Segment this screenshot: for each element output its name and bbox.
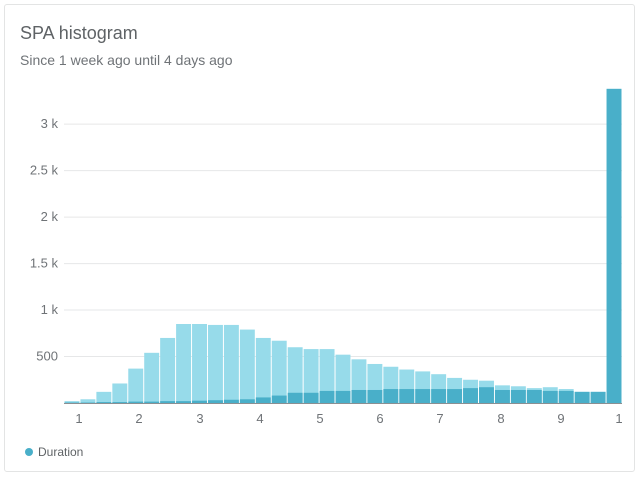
histogram-bar[interactable] — [223, 324, 239, 403]
histogram-bar[interactable] — [128, 368, 144, 403]
histogram-bar-highlight[interactable] — [303, 392, 319, 403]
histogram-bar-highlight[interactable] — [351, 389, 367, 403]
histogram-bar-highlight[interactable] — [335, 390, 351, 403]
y-tick-label: 2 k — [41, 209, 59, 224]
histogram-bar-highlight[interactable] — [367, 389, 383, 403]
histogram-bar-highlight[interactable] — [542, 390, 558, 403]
x-tick-label: 2 — [135, 411, 142, 426]
y-tick-label: 3 k — [41, 116, 59, 131]
histogram-bar-highlight[interactable] — [319, 390, 335, 403]
x-tick-label: 9 — [557, 411, 564, 426]
histogram-bar[interactable] — [319, 349, 335, 403]
legend-swatch-duration — [25, 448, 33, 456]
histogram-bar-highlight[interactable] — [128, 401, 144, 403]
chart-title: SPA histogram — [20, 23, 138, 43]
y-tick-label: 2.5 k — [30, 163, 59, 178]
x-tick-label: 3 — [196, 411, 203, 426]
y-tick-label: 500 — [36, 349, 58, 364]
histogram-bar[interactable] — [144, 352, 160, 403]
histogram-bar[interactable] — [192, 324, 207, 403]
x-tick-label: 8 — [497, 411, 504, 426]
histogram-chart: 500 1 k 1.5 k 2 k 2.5 k 3 k 1 2 3 4 5 6 7 8 9 1 — [30, 88, 623, 426]
histogram-bar-highlight[interactable] — [510, 389, 526, 403]
x-tick-label: 1 — [615, 411, 622, 426]
histogram-bar-highlight[interactable] — [287, 392, 303, 403]
y-tick-label: 1 k — [41, 302, 59, 317]
histogram-bar-highlight[interactable] — [96, 402, 112, 403]
legend-label-duration: Duration — [38, 445, 84, 459]
histogram-bar-highlight[interactable] — [207, 400, 223, 403]
histogram-bar-highlight[interactable] — [383, 389, 399, 403]
histogram-bar[interactable] — [160, 337, 176, 403]
histogram-bar[interactable] — [239, 329, 255, 403]
histogram-bar-highlight[interactable] — [558, 390, 574, 403]
histogram-bar[interactable] — [80, 399, 96, 403]
x-tick-label: 7 — [436, 411, 443, 426]
histogram-bar-highlight[interactable] — [255, 397, 271, 403]
x-tick-label: 6 — [376, 411, 383, 426]
histogram-bar-highlight[interactable] — [479, 387, 494, 403]
histogram-bar-highlight[interactable] — [526, 389, 542, 403]
histogram-bar-highlight[interactable] — [271, 395, 287, 403]
histogram-bar-highlight[interactable] — [192, 400, 207, 403]
histogram-bar-highlight[interactable] — [144, 401, 160, 403]
histogram-bar-highlight[interactable] — [160, 401, 176, 403]
histogram-bar[interactable] — [303, 349, 319, 403]
histogram-bar-highlight[interactable] — [431, 389, 447, 403]
histogram-bar-highlight[interactable] — [606, 88, 622, 403]
y-tick-label: 1.5 k — [30, 256, 59, 271]
histogram-bar[interactable] — [207, 324, 223, 403]
histogram-bar[interactable] — [176, 324, 192, 403]
histogram-bar-highlight[interactable] — [415, 389, 431, 403]
legend[interactable]: Duration — [25, 445, 83, 459]
x-tick-label: 4 — [256, 411, 263, 426]
x-tick-label: 5 — [316, 411, 323, 426]
chart-subtitle: Since 1 week ago until 4 days ago — [20, 52, 233, 68]
histogram-bar-highlight[interactable] — [574, 391, 590, 403]
histogram-bar[interactable] — [255, 337, 271, 403]
histogram-bar-highlight[interactable] — [590, 391, 606, 403]
histogram-bar[interactable] — [96, 391, 112, 403]
histogram-bar-highlight[interactable] — [223, 399, 239, 403]
histogram-bar-highlight[interactable] — [112, 402, 128, 403]
histogram-card: SPA histogram Since 1 week ago until 4 d… — [4, 4, 635, 472]
histogram-bar[interactable] — [271, 340, 287, 403]
histogram-bar-highlight[interactable] — [239, 399, 255, 403]
histogram-bar-highlight[interactable] — [399, 389, 415, 403]
histogram-bar-highlight[interactable] — [176, 401, 192, 403]
histogram-bar[interactable] — [112, 383, 128, 403]
x-tick-label: 1 — [75, 411, 82, 426]
histogram-bar[interactable] — [64, 401, 80, 403]
histogram-bar[interactable] — [287, 347, 303, 403]
histogram-bar-highlight[interactable] — [494, 389, 510, 403]
histogram-bar-highlight[interactable] — [447, 389, 463, 403]
histogram-bar-highlight[interactable] — [463, 388, 479, 403]
